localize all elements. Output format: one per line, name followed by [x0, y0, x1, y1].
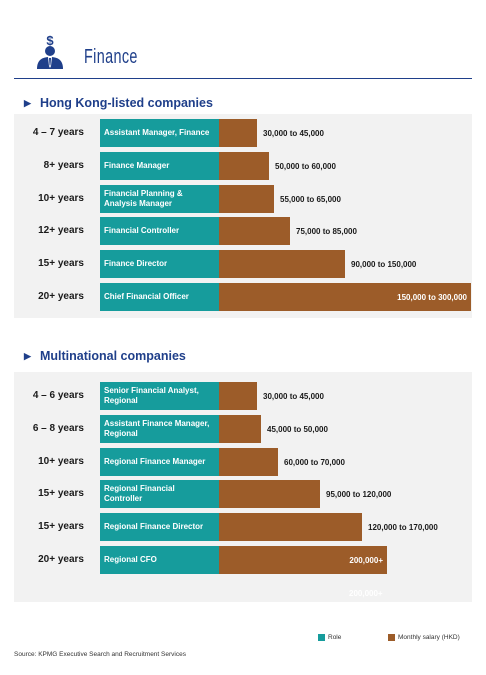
experience-label: 20+ years — [38, 554, 84, 565]
salary-bar — [219, 382, 257, 410]
experience-label: 8+ years — [43, 159, 84, 171]
role-label: Financial Controller — [100, 217, 219, 246]
role-label: Regional Finance Manager — [100, 447, 219, 476]
section-title-text: Hong Kong-listed companies — [40, 96, 213, 110]
experience-label: 12+ years — [38, 225, 84, 237]
experience-label: 15+ years — [38, 521, 84, 533]
salary-range-label: 60,000 to 70,000 — [284, 457, 345, 467]
role-label: Finance Manager — [100, 151, 219, 180]
salary-range-label: 95,000 to 120,000 — [326, 490, 392, 500]
salary-bar — [219, 480, 320, 509]
salary-range-label: 200,000+ — [349, 556, 383, 565]
experience-label: 15+ years — [38, 488, 84, 500]
salary-bar — [219, 151, 269, 180]
legend-salary: Monthly salary (HKD) — [388, 634, 460, 641]
salary-range-label: 45,000 to 50,000 — [267, 424, 328, 434]
salary-bar — [219, 119, 257, 147]
salary-range-label: 120,000 to 170,000 — [368, 523, 438, 533]
salary-range-label: 50,000 to 60,000 — [275, 161, 336, 171]
source-note: Source: KPMG Executive Search and Recrui… — [14, 651, 186, 658]
salary-range-label: 55,000 to 65,000 — [280, 194, 341, 204]
legend-label-salary: Monthly salary (HKD) — [398, 634, 460, 641]
experience-label: 6 – 8 years — [32, 422, 84, 434]
role-label: Regional CFO — [100, 546, 219, 574]
legend-swatch-role — [318, 634, 325, 641]
triangle-icon: ▶ — [24, 351, 31, 361]
salary-bar — [219, 546, 387, 574]
experience-label: 10+ years — [38, 455, 84, 467]
section-title: ▶ Hong Kong-listed companies — [24, 96, 213, 110]
footnote-label: 200,000+ — [349, 589, 383, 598]
experience-label: 10+ years — [38, 192, 84, 204]
legend-swatch-salary — [388, 634, 395, 641]
legend-role: Role — [318, 634, 341, 641]
role-label: Assistant Manager, Finance — [100, 119, 219, 147]
salary-bar — [219, 217, 290, 246]
experience-label: 4 – 7 years — [32, 127, 84, 138]
role-label: Regional Finance Director — [100, 513, 219, 542]
experience-label: 4 – 6 years — [32, 390, 84, 401]
experience-label: 15+ years — [38, 258, 84, 270]
salary-range-label: 75,000 to 85,000 — [296, 227, 357, 237]
salary-bar — [219, 414, 261, 443]
role-label: Assistant Finance Manager, Regional — [100, 414, 219, 443]
page-title: Finance — [84, 46, 138, 68]
role-label: Finance Director — [100, 250, 219, 279]
triangle-icon: ▶ — [24, 98, 31, 108]
section-title-text: Multinational companies — [40, 349, 186, 363]
legend-label-role: Role — [328, 634, 342, 641]
experience-label: 20+ years — [38, 291, 84, 302]
section-title: ▶ Multinational companies — [24, 349, 186, 363]
role-label: Financial Planning & Analysis Manager — [100, 184, 219, 213]
salary-bar — [219, 513, 362, 542]
svg-text:$: $ — [46, 33, 54, 48]
role-label: Chief Financial Officer — [100, 283, 219, 311]
salary-bar — [219, 447, 278, 476]
role-label: Regional Financial Controller — [100, 480, 219, 509]
businessman-dollar-icon: $ — [37, 33, 63, 69]
header-divider — [14, 78, 472, 79]
salary-range-label: 30,000 to 45,000 — [263, 392, 324, 401]
salary-range-label: 90,000 to 150,000 — [351, 260, 417, 270]
salary-range-label: 150,000 to 300,000 — [397, 293, 467, 302]
salary-bar — [219, 283, 471, 311]
role-label: Senior Financial Analyst, Regional — [100, 382, 219, 410]
salary-bar — [219, 250, 345, 279]
salary-bar — [219, 184, 274, 213]
salary-range-label: 30,000 to 45,000 — [263, 129, 324, 138]
